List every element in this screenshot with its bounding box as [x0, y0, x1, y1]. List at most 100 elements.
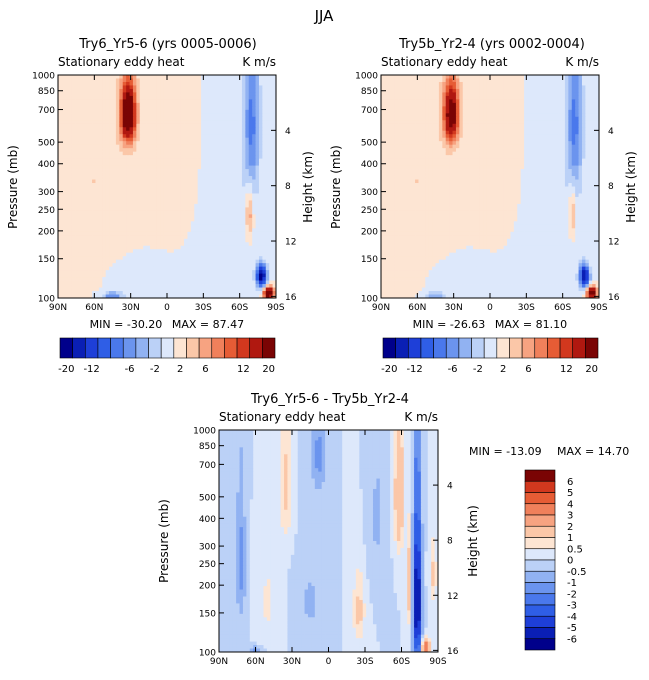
field-cell — [116, 134, 120, 138]
field-cell — [119, 291, 123, 295]
field-cell — [113, 204, 117, 208]
field-cell — [160, 180, 164, 184]
field-cell — [65, 235, 69, 239]
field-cell — [398, 96, 402, 100]
field-cell — [99, 89, 103, 93]
field-cell — [85, 235, 89, 239]
field-cell — [153, 221, 157, 225]
field-cell — [218, 138, 222, 142]
field-cell — [153, 99, 157, 103]
field-cell — [130, 193, 134, 197]
field-cell — [266, 256, 270, 260]
field-cell — [232, 221, 236, 225]
field-cell — [116, 152, 120, 156]
field-cell — [170, 166, 174, 170]
field-cell — [222, 85, 226, 89]
field-cell — [99, 117, 103, 121]
field-cell — [388, 89, 392, 93]
field-cell — [99, 284, 103, 288]
field-cell — [99, 200, 103, 204]
field-cell — [514, 82, 518, 86]
field-cell — [136, 92, 140, 96]
field-cell — [228, 180, 232, 184]
field-cell — [136, 260, 140, 264]
field-cell — [480, 92, 484, 96]
field-cell — [245, 110, 249, 114]
field-cell — [592, 110, 596, 114]
field-cell — [102, 96, 106, 100]
field-cell — [208, 291, 212, 295]
field-cell — [521, 75, 525, 79]
field-cell — [194, 124, 198, 128]
field-cell — [75, 270, 79, 274]
field-cell — [187, 253, 191, 257]
field-cell — [153, 256, 157, 260]
field-cell — [133, 127, 137, 131]
field-cell — [228, 190, 232, 194]
field-cell — [150, 225, 154, 229]
field-cell — [143, 214, 147, 218]
field-cell — [82, 277, 86, 281]
field-cell — [72, 134, 76, 138]
field-cell — [75, 183, 79, 187]
field-cell — [232, 103, 236, 107]
field-cell — [167, 141, 171, 145]
field-cell — [167, 110, 171, 114]
field-cell — [174, 277, 178, 281]
field-cell — [194, 117, 198, 121]
field-cell — [242, 197, 246, 201]
field-cell — [58, 75, 62, 79]
field-cell — [167, 200, 171, 204]
field-cell — [78, 106, 82, 110]
field-cell — [136, 249, 140, 253]
field-cell — [153, 117, 157, 121]
field-cell — [106, 162, 110, 166]
field-cell — [225, 214, 229, 218]
field-cell — [225, 281, 229, 285]
field-cell — [201, 117, 205, 121]
field-cell — [102, 239, 106, 243]
field-cell — [147, 173, 151, 177]
field-cell — [106, 173, 110, 177]
field-cell — [194, 193, 198, 197]
field-cell — [133, 263, 137, 267]
field-cell — [130, 138, 134, 142]
field-cell — [436, 96, 440, 100]
field-cell — [61, 218, 65, 222]
field-cell — [565, 78, 569, 82]
field-cell — [126, 232, 130, 236]
field-cell — [252, 92, 256, 96]
field-cell — [545, 117, 549, 121]
field-cell — [487, 99, 491, 103]
field-cell — [439, 103, 443, 107]
field-cell — [133, 120, 137, 124]
field-cell — [262, 246, 266, 250]
field-cell — [249, 200, 253, 204]
field-cell — [75, 291, 79, 295]
field-cell — [592, 106, 596, 110]
field-cell — [572, 78, 576, 82]
field-cell — [181, 103, 185, 107]
field-cell — [150, 256, 154, 260]
field-cell — [425, 75, 429, 79]
field-cell — [78, 235, 82, 239]
field-cell — [228, 281, 232, 285]
field-cell — [473, 106, 477, 110]
field-cell — [116, 214, 120, 218]
field-cell — [82, 141, 86, 145]
field-cell — [266, 159, 270, 163]
field-cell — [456, 85, 460, 89]
field-cell — [119, 75, 123, 79]
field-cell — [228, 214, 232, 218]
field-cell — [239, 89, 243, 93]
field-cell — [75, 152, 79, 156]
field-cell — [225, 106, 229, 110]
field-cell — [222, 134, 226, 138]
field-cell — [177, 274, 181, 278]
field-cell — [106, 274, 110, 278]
field-cell — [401, 92, 405, 96]
field-cell — [191, 263, 195, 267]
field-cell — [259, 284, 263, 288]
field-cell — [201, 225, 205, 229]
field-cell — [198, 75, 202, 79]
